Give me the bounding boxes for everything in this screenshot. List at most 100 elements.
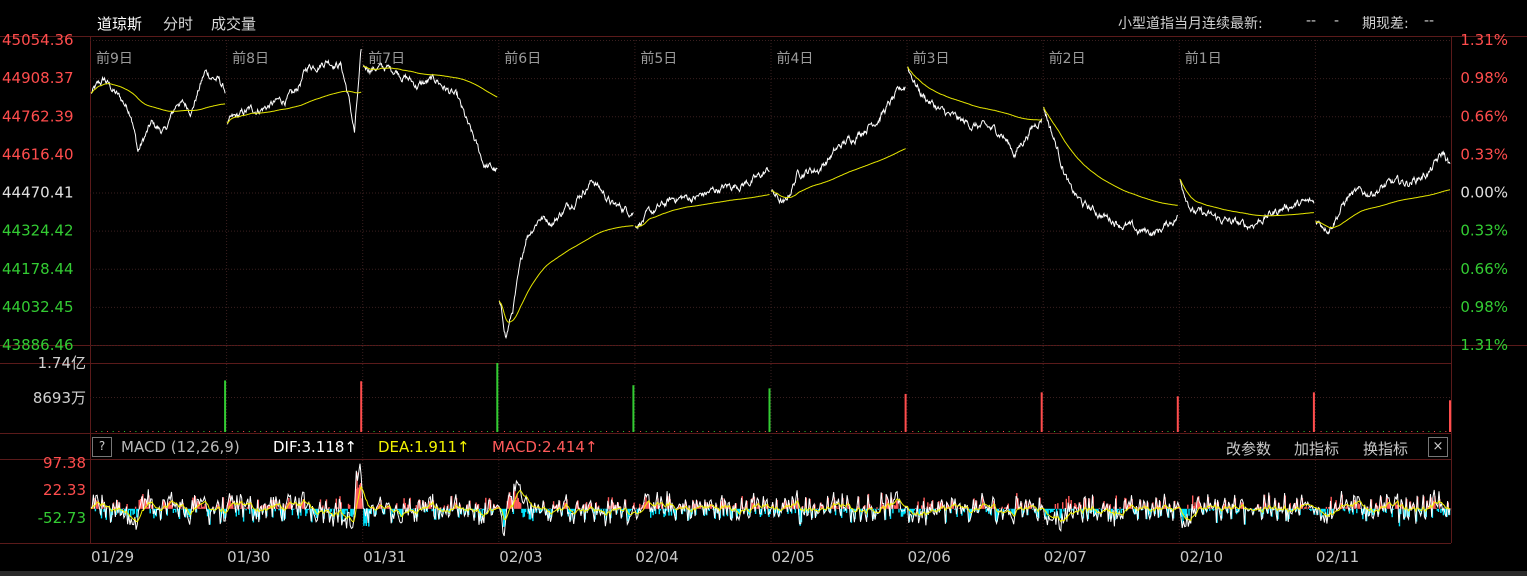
macd-histogram-bar bbox=[1029, 502, 1031, 509]
macd-histogram-bar bbox=[917, 501, 919, 509]
macd-histogram-bar bbox=[1059, 508, 1061, 519]
tab-volume[interactable]: 成交量 bbox=[211, 15, 257, 33]
macd-histogram-bar bbox=[491, 508, 493, 514]
volume-minor-bar bbox=[832, 431, 834, 432]
macd-histogram-bar bbox=[633, 502, 635, 509]
macd-histogram-bar bbox=[1356, 508, 1358, 514]
macd-histogram-bar bbox=[204, 504, 206, 509]
macd-histogram-bar bbox=[563, 502, 566, 509]
macd-histogram-bar bbox=[1148, 508, 1150, 515]
macd-histogram-bar bbox=[946, 502, 948, 509]
volume-minor-bar bbox=[974, 431, 976, 432]
macd-histogram-bar bbox=[550, 508, 552, 518]
volume-minor-bar bbox=[492, 431, 494, 432]
macd-histogram-bar bbox=[1071, 508, 1074, 511]
help-button[interactable]: ? bbox=[92, 437, 112, 457]
volume-minor-bar bbox=[169, 431, 171, 432]
macd-histogram-bar bbox=[300, 508, 302, 516]
bottom-scrollbar[interactable] bbox=[0, 571, 1527, 576]
macd-histogram-bar bbox=[1206, 508, 1208, 512]
price-line-day-10 bbox=[1315, 150, 1451, 235]
macd-histogram-bar bbox=[900, 508, 903, 517]
volume-minor-bar bbox=[617, 431, 619, 432]
macd-histogram-bar bbox=[228, 500, 230, 509]
add-indicator-button[interactable]: 加指标 bbox=[1294, 440, 1340, 458]
macd-histogram-bar bbox=[659, 508, 662, 511]
macd-histogram-bar bbox=[1437, 508, 1440, 512]
macd-histogram-bar bbox=[130, 508, 132, 518]
volume-minor-bar bbox=[1320, 431, 1322, 432]
macd-histogram-bar bbox=[1036, 508, 1039, 517]
volume-minor-bar bbox=[674, 431, 676, 432]
volume-minor-bar bbox=[1252, 431, 1254, 432]
y-right-tick: 0.98% bbox=[1460, 69, 1508, 87]
tab-intraday[interactable]: 分时 bbox=[163, 15, 194, 33]
macd-histogram-bar bbox=[940, 503, 942, 509]
volume-minor-bar bbox=[1195, 431, 1197, 432]
volume-minor-bar bbox=[753, 431, 755, 432]
macd-histogram-bar bbox=[421, 508, 424, 510]
macd-histogram-bar bbox=[739, 508, 741, 515]
macd-histogram-bar bbox=[274, 508, 276, 512]
macd-histogram-bar bbox=[1007, 503, 1009, 509]
macd-histogram-bar bbox=[1136, 507, 1138, 509]
macd-histogram-bar bbox=[876, 507, 878, 509]
macd-histogram-bar bbox=[690, 508, 692, 517]
macd-histogram-bar bbox=[646, 501, 648, 509]
volume-minor-bar bbox=[1229, 431, 1231, 432]
macd-tick: 22.33 bbox=[43, 481, 86, 499]
x-date-tick: 02/06 bbox=[908, 548, 951, 566]
close-icon[interactable]: × bbox=[1428, 437, 1448, 457]
y-left-tick: 44908.37 bbox=[2, 69, 74, 87]
macd-histogram-bar bbox=[482, 508, 485, 511]
volume-minor-bar bbox=[333, 431, 335, 432]
volume-minor-bar bbox=[146, 431, 148, 432]
macd-histogram-bar bbox=[635, 507, 637, 509]
modify-params-button[interactable]: 改参数 bbox=[1226, 440, 1272, 458]
volume-minor-bar bbox=[356, 431, 358, 432]
volume-minor-bar bbox=[1388, 431, 1390, 432]
y-left-tick: 44762.39 bbox=[2, 107, 74, 125]
switch-indicator-button[interactable]: 换指标 bbox=[1363, 440, 1409, 458]
macd-histogram-bar bbox=[263, 504, 266, 509]
volume-minor-bar bbox=[730, 431, 732, 432]
macd-histogram-bar bbox=[289, 502, 291, 509]
macd-histogram-bar bbox=[1382, 508, 1385, 513]
macd-histogram-bar bbox=[795, 503, 798, 509]
macd-histogram-bar bbox=[245, 508, 247, 511]
macd-histogram-bar bbox=[1350, 508, 1352, 511]
macd-histogram-bar bbox=[852, 508, 854, 511]
macd-histogram-bar bbox=[1184, 508, 1187, 519]
volume-minor-bar bbox=[1348, 431, 1350, 432]
macd-histogram-bar bbox=[485, 497, 487, 509]
macd-histogram-bar bbox=[1047, 508, 1049, 520]
volume-minor-bar bbox=[929, 431, 931, 432]
macd-histogram-bar bbox=[147, 507, 149, 509]
y-left-tick: 44324.42 bbox=[2, 222, 74, 240]
macd-histogram-bar bbox=[200, 503, 203, 509]
avg-line-day-8 bbox=[1043, 106, 1178, 206]
macd-histogram-bar bbox=[97, 501, 99, 509]
tab-dow-jones[interactable]: 道琼斯 bbox=[97, 15, 143, 33]
macd-histogram-bar bbox=[1005, 507, 1007, 509]
macd-histogram-bar bbox=[229, 495, 231, 509]
macd-histogram-bar bbox=[1127, 504, 1130, 509]
average-series bbox=[90, 65, 1451, 323]
macd-histogram-bar bbox=[132, 508, 134, 515]
macd-histogram-bar bbox=[223, 508, 226, 519]
macd-histogram-bar bbox=[539, 508, 541, 514]
macd-histogram-bar bbox=[668, 508, 670, 516]
day-label: 前6日 bbox=[504, 50, 541, 67]
volume-minor-bar bbox=[963, 431, 965, 432]
volume-bar-day-1 bbox=[224, 380, 227, 432]
macd-histogram-bar bbox=[355, 489, 357, 509]
macd-histogram-bar bbox=[342, 508, 345, 515]
macd-histogram-bar bbox=[1118, 508, 1120, 511]
macd-histogram-bar bbox=[235, 508, 237, 517]
macd-histogram-bar bbox=[494, 507, 497, 509]
avg-line-day-1 bbox=[90, 83, 226, 112]
macd-histogram-bar bbox=[169, 501, 171, 509]
axis-labels: 45054.36 44908.37 44762.39 44616.40 44470.41… bbox=[2, 31, 1508, 566]
macd-histogram-bar bbox=[144, 499, 146, 509]
macd-histogram-bar bbox=[1302, 508, 1305, 510]
